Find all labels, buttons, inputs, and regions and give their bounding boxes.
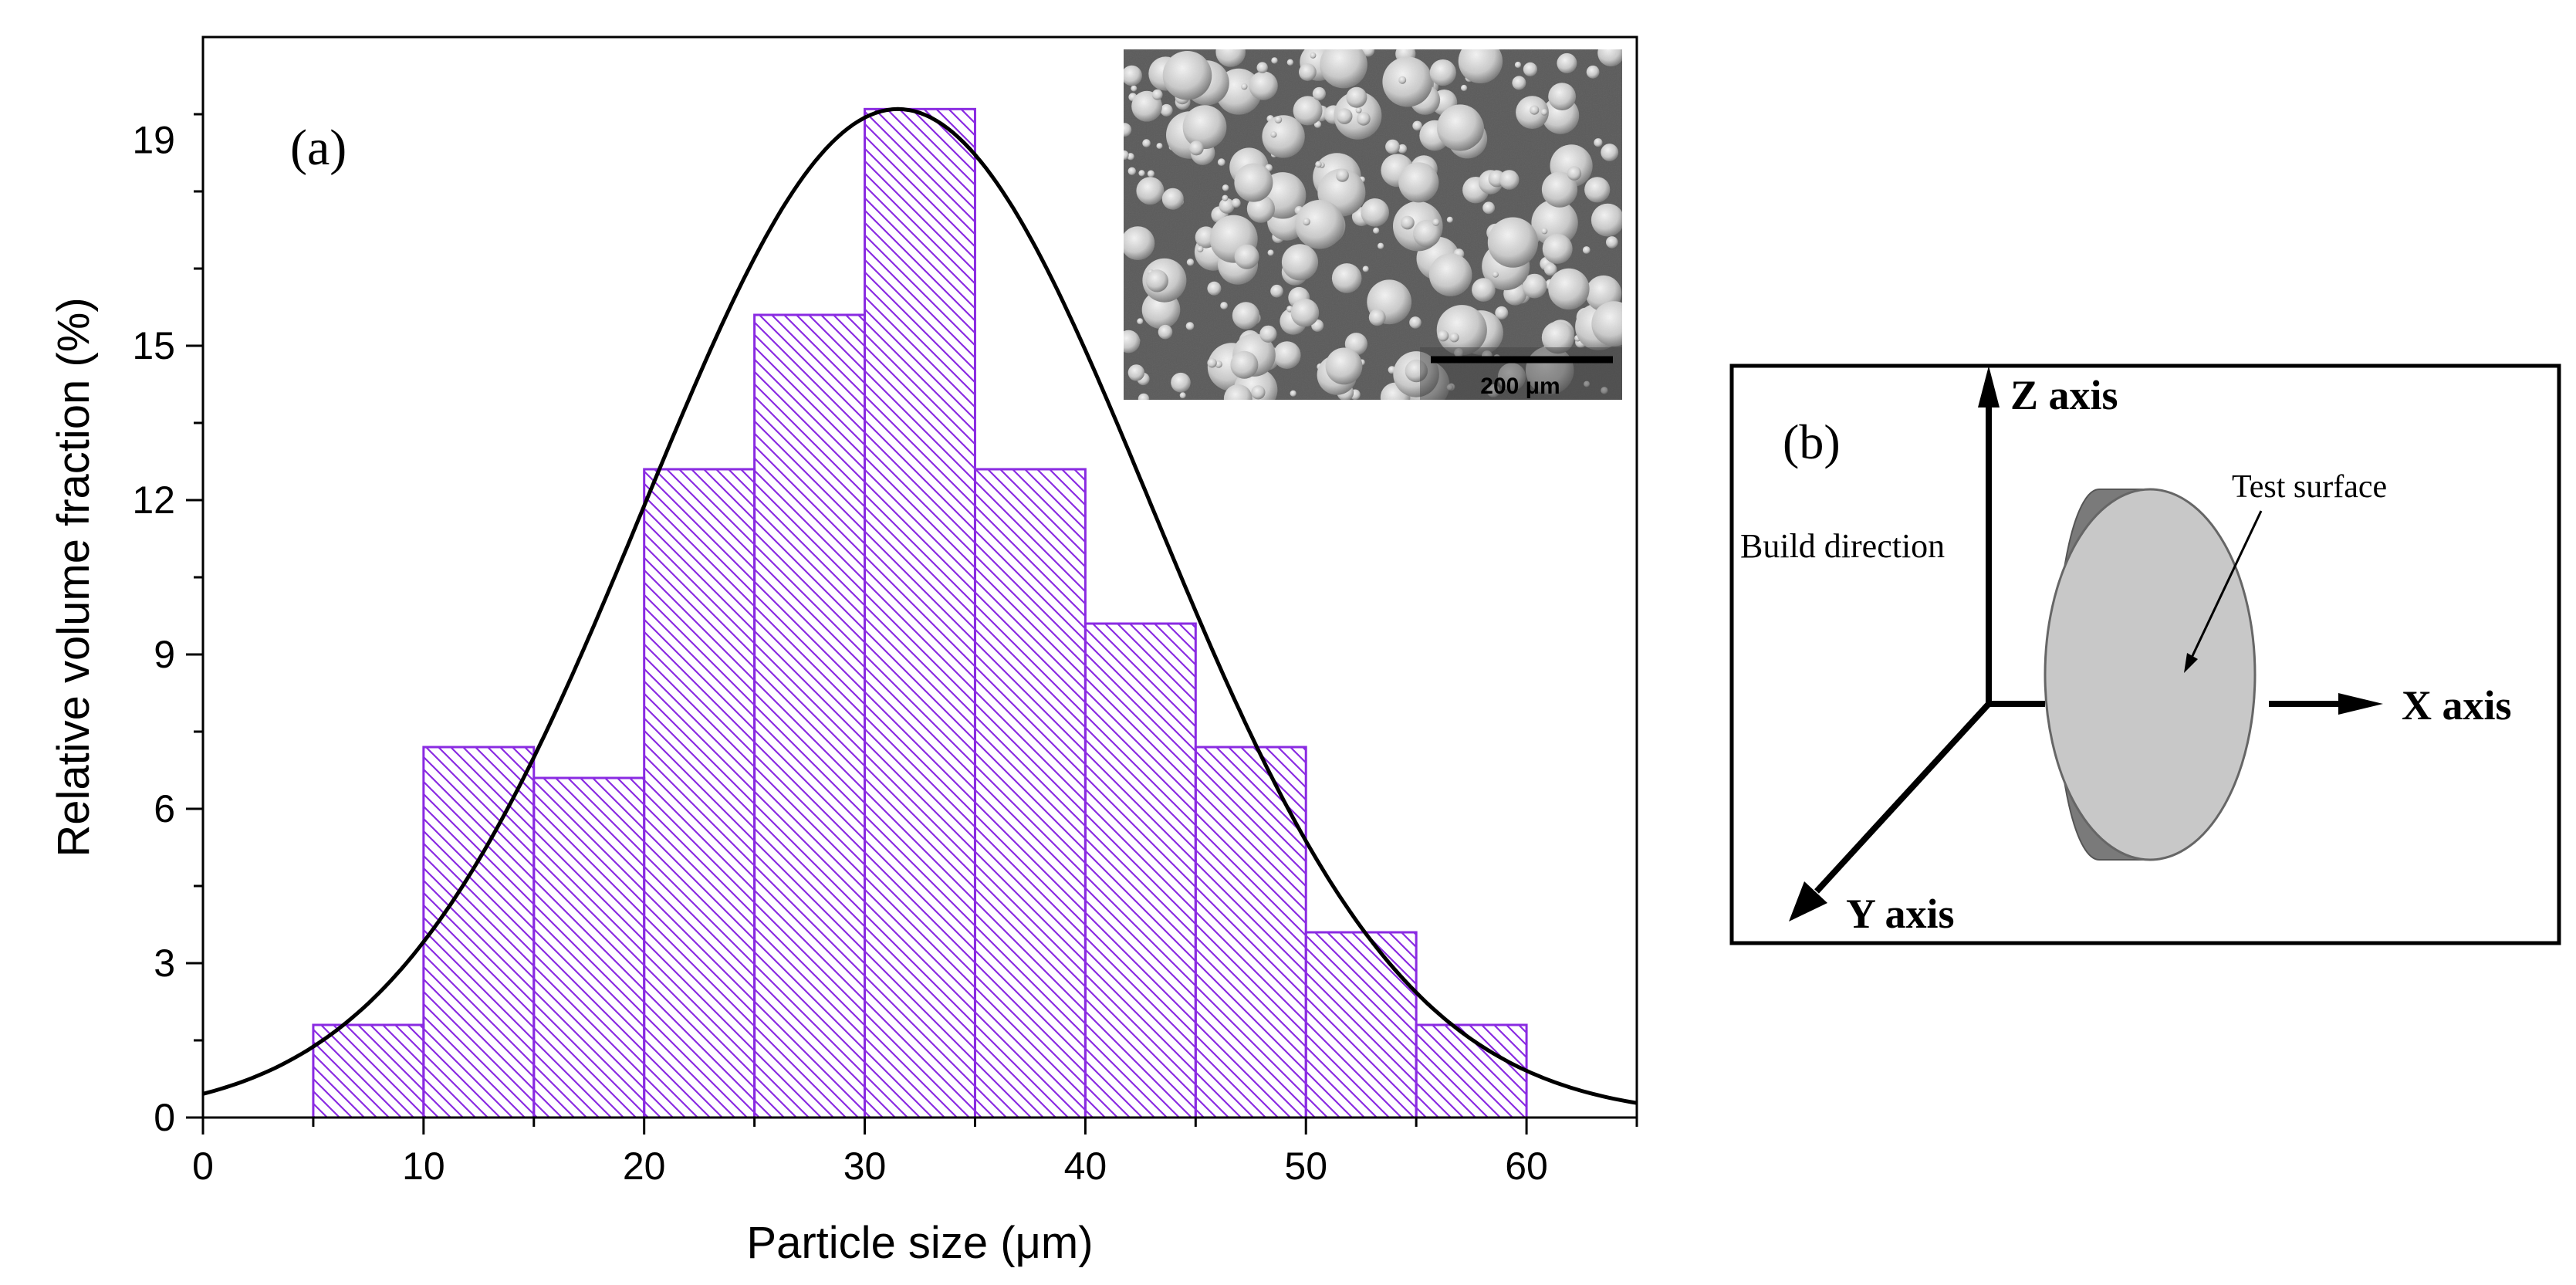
y-axis-ticks: 0 3 6 9 12 15 19 — [132, 113, 203, 1139]
panel-a-label: (a) — [290, 120, 347, 176]
y-tick-label: 9 — [154, 633, 175, 676]
y-tick-label: 6 — [154, 787, 175, 830]
y-tick-label: 0 — [154, 1096, 175, 1139]
x-tick-label: 40 — [1064, 1145, 1107, 1188]
y-tick-label: 15 — [132, 324, 175, 367]
histogram-bar-6 — [864, 107, 976, 1119]
histogram-bar-3 — [532, 776, 646, 1119]
x-tick-label: 20 — [623, 1145, 666, 1188]
build-orientation-diagram: (b) Z axis Build direction Y axis X axis… — [1729, 364, 2561, 945]
histogram-bar-4 — [643, 468, 756, 1119]
y-axis-label: Relative volume fraction (%) — [49, 297, 99, 857]
x-tick-label: 0 — [192, 1145, 214, 1188]
x-axis-ticks: 0 10 20 30 40 50 60 — [192, 1118, 1638, 1188]
histogram-bars — [312, 107, 1528, 1119]
histogram-bar-1 — [312, 1023, 425, 1119]
test-surface-pointer-head — [2184, 653, 2198, 673]
histogram-bar-2 — [422, 746, 536, 1119]
y-tick-label: 12 — [132, 478, 175, 522]
y-tick-label: 3 — [154, 942, 175, 985]
x-axis-label: Particle size (μm) — [746, 1218, 1093, 1268]
y-axis-line — [1814, 702, 1991, 894]
build-direction-label: Build direction — [1740, 527, 1945, 565]
x-tick-label: 30 — [843, 1145, 887, 1188]
histogram-bar-9 — [1194, 746, 1307, 1119]
x-axis-arrowhead — [2338, 693, 2383, 715]
test-specimen-disk — [2044, 488, 2257, 861]
scale-bar-label: 200 μm — [1480, 374, 1560, 399]
scale-bar-background — [1420, 347, 1622, 400]
panel-b-label: (b) — [1783, 414, 1841, 469]
histogram-bar-5 — [753, 313, 867, 1119]
z-axis-arrowhead — [1978, 366, 2000, 407]
test-surface-pointer — [2190, 510, 2263, 658]
particle-size-histogram: 0 10 20 30 40 50 60 0 3 6 9 12 15 19 Particle size (… — [49, 36, 1638, 1268]
y-tick-label: 19 — [132, 118, 175, 161]
x-tick-label: 10 — [402, 1145, 445, 1188]
normal-fit-curve — [203, 107, 1637, 1105]
test-surface-label: Test surface — [2232, 469, 2387, 505]
sem-inset-image: 200 μm — [1124, 49, 1622, 400]
histogram-bar-7 — [973, 468, 1087, 1119]
x-axis-label: X axis — [2402, 682, 2512, 729]
y-axis-arrowhead — [1789, 881, 1827, 921]
z-axis-label: Z axis — [2010, 372, 2118, 418]
x-tick-label: 60 — [1505, 1145, 1548, 1188]
x-tick-label: 50 — [1284, 1145, 1327, 1188]
y-axis-label: Y axis — [1846, 891, 1955, 937]
histogram-bar-8 — [1083, 622, 1197, 1119]
histogram-bar-10 — [1304, 931, 1418, 1119]
